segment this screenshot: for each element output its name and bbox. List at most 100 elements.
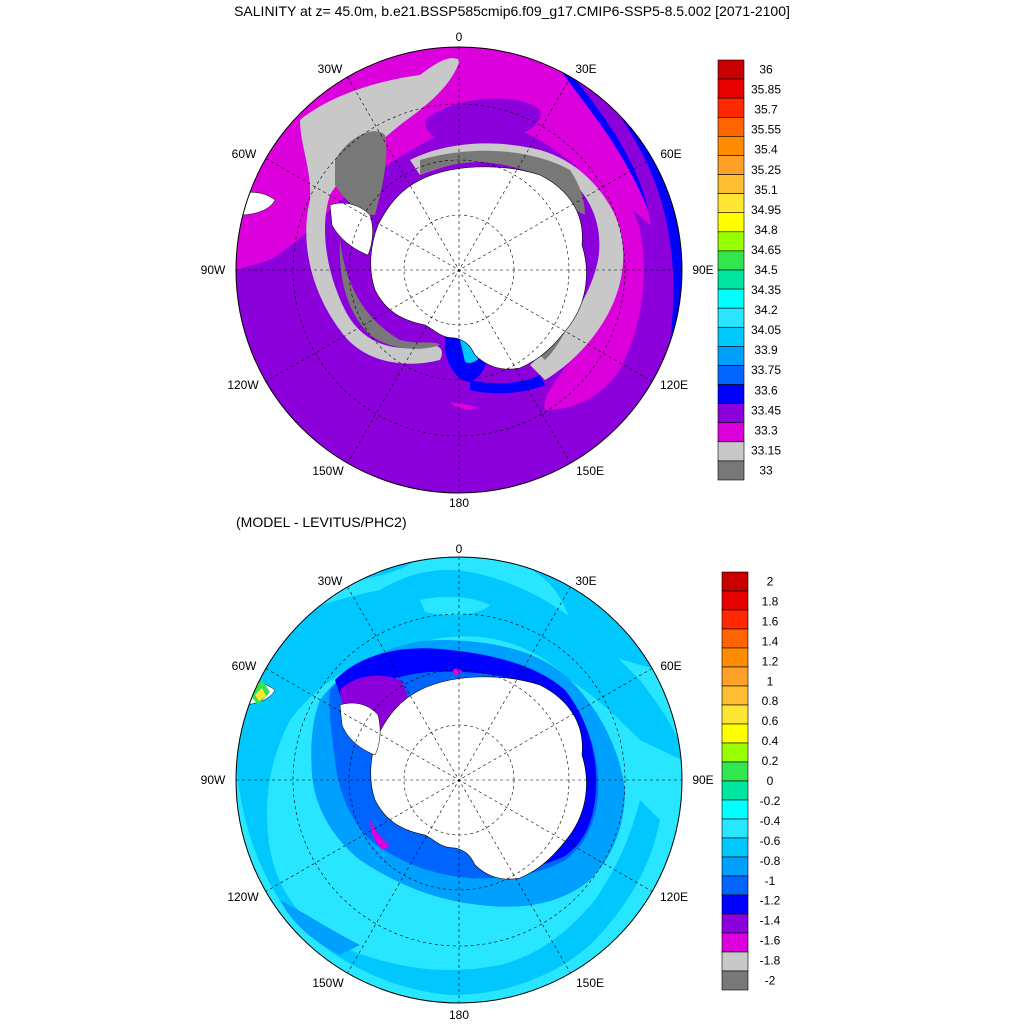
colorbar-tick-label: 33.75 [751, 363, 781, 377]
colorbar-tick-label: 33.9 [754, 343, 778, 357]
colorbar-tick-label: -0.2 [760, 794, 781, 808]
lon-label-60w: 60W [232, 659, 257, 673]
colorbar-tick-label: 33.45 [751, 403, 781, 417]
lon-label-30w: 30W [318, 574, 343, 588]
colorbar-swatch [721, 628, 749, 649]
colorbar-swatch [721, 799, 749, 820]
lon-label-0: 0 [456, 542, 463, 556]
lon-label-30e: 30E [575, 574, 596, 588]
colorbar-tick-label: 34.35 [751, 283, 781, 297]
colorbar-tick-label: 1.6 [762, 614, 779, 628]
colorbar-swatch [721, 837, 749, 858]
lon-label-90e: 90E [692, 773, 713, 787]
colorbar-swatch [717, 97, 745, 118]
lon-label-60e: 60E [660, 659, 681, 673]
colorbar-swatch [717, 269, 745, 290]
colorbar-swatch [717, 155, 745, 175]
lon-label-0: 0 [456, 30, 463, 44]
colorbar-swatch [717, 326, 745, 347]
difference-map-title: (MODEL - LEVITUS/PHC2) [236, 514, 407, 530]
colorbar-tick-label: -1.4 [760, 914, 781, 928]
colorbar-swatch [717, 59, 745, 80]
colorbar-tick-label: 35.4 [754, 143, 778, 157]
colorbar-tick-label: 34.8 [754, 223, 778, 237]
colorbar-tick-label: 0.6 [762, 714, 779, 728]
colorbar-tick-label: -1.6 [760, 934, 781, 948]
colorbar-tick-label: 0 [767, 774, 774, 788]
colorbar-tick-label: 34.2 [754, 303, 778, 317]
colorbar-tick-label: 33.3 [754, 423, 778, 437]
colorbar-tick-label: 34.95 [751, 203, 781, 217]
colorbar-tick-label: 2 [767, 575, 774, 589]
colorbar-tick-label: -0.4 [760, 814, 781, 828]
colorbar-swatch [717, 78, 745, 99]
colorbar-tick-label: -1.8 [760, 954, 781, 968]
lon-label-30w: 30W [318, 62, 343, 76]
diff-minus-0-6-region [236, 570, 682, 995]
lon-label-60w: 60W [232, 147, 257, 161]
colorbar-swatch [717, 174, 745, 194]
colorbar-swatch [721, 913, 749, 934]
colorbar-tick-label: 35.1 [754, 183, 778, 197]
colorbar-tick-label: -1.2 [760, 894, 781, 908]
difference-map: 0 30W 30E 60W 60E 90W 90E 120W 120E 150W… [201, 542, 781, 1022]
colorbar-tick-label: 35.7 [754, 103, 778, 117]
colorbar-swatch [717, 307, 745, 328]
colorbar-swatch [721, 704, 749, 725]
colorbar-swatch [721, 932, 749, 953]
lon-label-90e: 90E [692, 263, 713, 277]
colorbar-swatch [721, 780, 749, 801]
colorbar-tick-label: 34.5 [754, 263, 778, 277]
colorbar-swatch [717, 250, 745, 271]
lon-label-180: 180 [449, 496, 469, 510]
colorbar-swatch [717, 384, 745, 404]
colorbar-swatch [721, 685, 749, 706]
colorbar-tick-label: 33.15 [751, 443, 781, 457]
page-title: SALINITY at z= 45.0m, b.e21.BSSP585cmip6… [234, 3, 790, 19]
colorbar-tick-label: 34.65 [751, 243, 781, 257]
colorbar-swatch [717, 212, 745, 233]
colorbar-tick-label: 0.2 [762, 754, 779, 768]
colorbar-swatch [721, 951, 749, 972]
colorbar-swatch [721, 875, 749, 896]
salinity-colorbar: 36 35.85 35.7 35.55 35.4 35.25 35.1 34.95 34.8 34… [717, 59, 781, 481]
colorbar-tick-label: -2 [765, 974, 776, 988]
colorbar-swatch [717, 460, 745, 481]
colorbar-swatch [717, 441, 745, 462]
colorbar-tick-label: 1.4 [762, 634, 779, 648]
colorbar-swatch [721, 666, 749, 687]
colorbar-tick-label: 36 [759, 63, 773, 77]
colorbar-swatch [721, 609, 749, 630]
colorbar-tick-label: 33 [759, 463, 773, 477]
salinity-map: 0 30W 30E 60W 60E 90W 90E 120W 120E 150W… [201, 30, 782, 510]
colorbar-swatch [721, 818, 749, 839]
colorbar-tick-label: 1 [767, 674, 774, 688]
salinity-33-region [335, 131, 387, 215]
colorbar-swatch [721, 590, 749, 611]
lon-label-150e: 150E [576, 464, 604, 478]
colorbar-swatch [717, 136, 745, 156]
lon-label-120w: 120W [227, 890, 259, 904]
colorbar-swatch [717, 346, 745, 366]
colorbar-swatch [721, 761, 749, 782]
colorbar-tick-label: -0.6 [760, 834, 781, 848]
lon-label-60e: 60E [660, 147, 681, 161]
lon-label-180: 180 [449, 1008, 469, 1022]
colorbar-swatch [721, 856, 749, 877]
lon-label-90w: 90W [201, 773, 226, 787]
colorbar-swatch [721, 571, 749, 592]
lon-label-120e: 120E [660, 890, 688, 904]
colorbar-swatch [717, 288, 745, 309]
colorbar-tick-label: 33.6 [754, 383, 778, 397]
colorbar-tick-label: 0.8 [762, 694, 779, 708]
lon-label-120e: 120E [660, 378, 688, 392]
colorbar-swatch [721, 723, 749, 744]
colorbar-tick-label: -1 [765, 874, 776, 888]
antarctica-landmass [370, 166, 587, 370]
colorbar-swatch [717, 422, 745, 443]
lon-label-120w: 120W [227, 378, 259, 392]
antarctica-landmass-diff [370, 676, 587, 880]
lon-label-150e: 150E [576, 976, 604, 990]
colorbar-tick-label: 35.85 [751, 83, 781, 97]
